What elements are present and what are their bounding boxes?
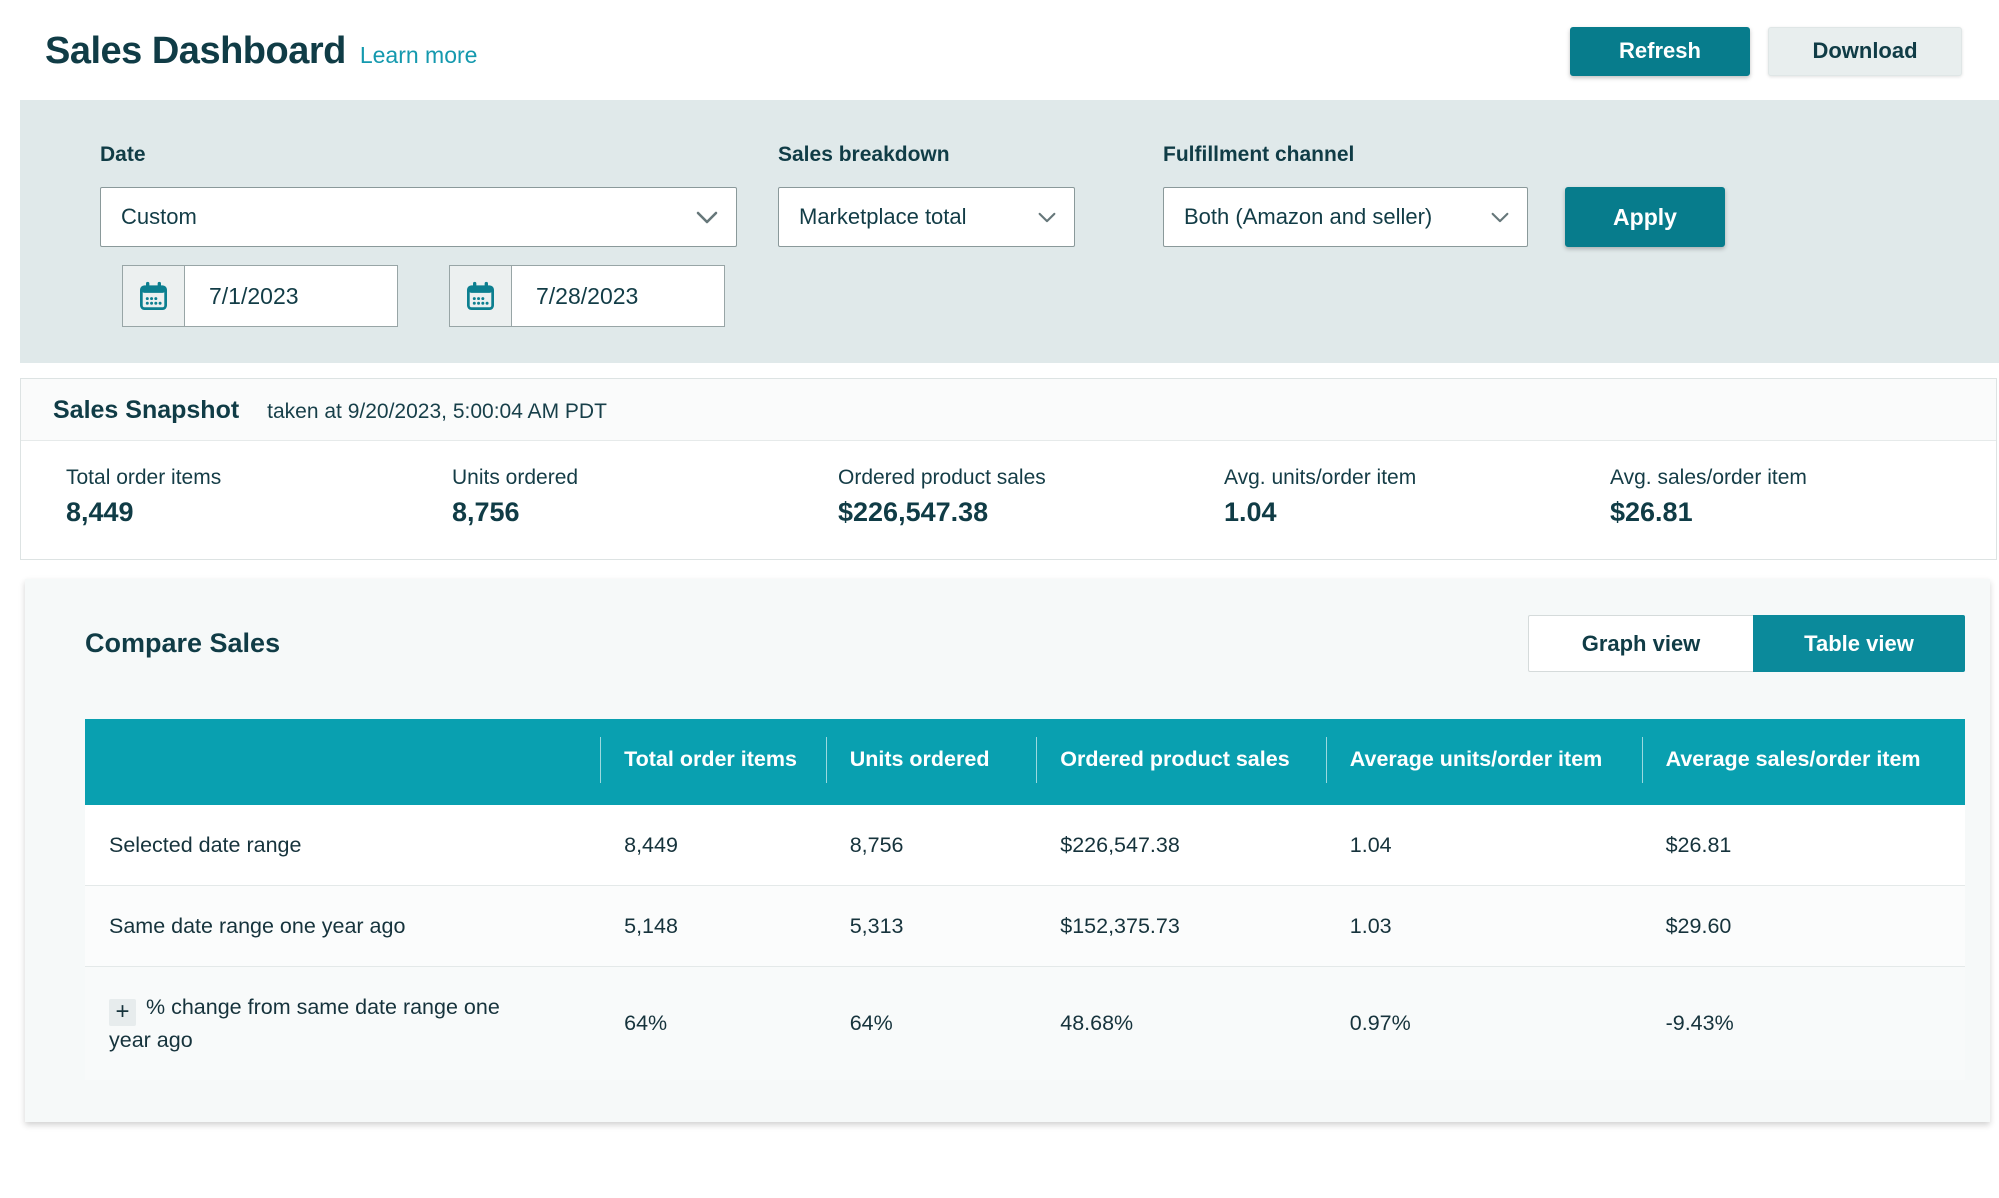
cell-average-units-order-item: 1.03 xyxy=(1326,886,1642,967)
end-date-calendar-button[interactable] xyxy=(450,266,512,326)
column-header-empty xyxy=(85,719,600,805)
table-row-same-date-range-one-year-ago: Same date range one year ago 5,148 5,313… xyxy=(85,886,1965,967)
start-date-calendar-button[interactable] xyxy=(123,266,185,326)
header-actions: Refresh Download xyxy=(1570,27,1962,76)
apply-button[interactable]: Apply xyxy=(1565,187,1725,247)
stat-label: Total order items xyxy=(66,466,452,490)
cell-average-sales-order-item-change: -9.43% xyxy=(1642,967,1965,1080)
sales-dashboard-page: Sales Dashboard Learn more Refresh Downl… xyxy=(0,0,1999,1122)
stat-label: Units ordered xyxy=(452,466,838,490)
end-date-group xyxy=(449,265,725,327)
calendar-icon xyxy=(465,281,496,312)
stat-value: 1.04 xyxy=(1224,497,1610,528)
row-label: Selected date range xyxy=(85,805,600,886)
filter-panel: Date Custom xyxy=(20,100,1999,363)
refresh-button[interactable]: Refresh xyxy=(1570,27,1750,76)
expand-row-button[interactable]: + xyxy=(109,999,136,1026)
column-header-ordered-product-sales: Ordered product sales xyxy=(1036,719,1326,805)
compare-sales-header: Compare Sales Graph view Table view xyxy=(85,615,1965,672)
graph-view-button[interactable]: Graph view xyxy=(1528,615,1753,672)
stat-value: 8,449 xyxy=(66,497,452,528)
sales-breakdown-selected-value: Marketplace total xyxy=(799,204,967,230)
table-header: Total order items Units ordered Ordered … xyxy=(85,719,1965,805)
cell-average-sales-order-item: $29.60 xyxy=(1642,886,1965,967)
stat-value: $26.81 xyxy=(1610,497,1996,528)
chevron-down-icon xyxy=(1491,212,1509,223)
cell-ordered-product-sales: $152,375.73 xyxy=(1036,886,1326,967)
stat-value: $226,547.38 xyxy=(838,497,1224,528)
sales-snapshot-section: Sales Snapshot taken at 9/20/2023, 5:00:… xyxy=(20,378,1997,560)
row-label: Same date range one year ago xyxy=(85,886,600,967)
stat-value: 8,756 xyxy=(452,497,838,528)
column-header-average-units-order-item: Average units/order item xyxy=(1326,719,1642,805)
calendar-icon xyxy=(138,281,169,312)
snapshot-stats: Total order items 8,449 Units ordered 8,… xyxy=(21,441,1996,559)
cell-total-order-items-change: 64% xyxy=(600,967,826,1080)
column-header-average-sales-order-item: Average sales/order item xyxy=(1642,719,1965,805)
table-row-selected-date-range: Selected date range 8,449 8,756 $226,547… xyxy=(85,805,1965,886)
column-header-units-ordered: Units ordered xyxy=(826,719,1037,805)
fulfillment-channel-select[interactable]: Both (Amazon and seller) xyxy=(1163,187,1528,247)
column-header-total-order-items: Total order items xyxy=(600,719,826,805)
date-range-selected-value: Custom xyxy=(121,204,197,230)
page-header: Sales Dashboard Learn more Refresh Downl… xyxy=(0,0,1999,100)
cell-units-ordered-change: 64% xyxy=(826,967,1037,1080)
cell-units-ordered: 5,313 xyxy=(826,886,1037,967)
view-toggle: Graph view Table view xyxy=(1528,615,1965,672)
snapshot-title: Sales Snapshot xyxy=(53,396,239,425)
end-date-input[interactable] xyxy=(512,266,724,326)
learn-more-link[interactable]: Learn more xyxy=(360,42,478,69)
compare-sales-panel: Compare Sales Graph view Table view Tota… xyxy=(25,579,1990,1122)
start-date-input[interactable] xyxy=(185,266,397,326)
snapshot-timestamp: taken at 9/20/2023, 5:00:04 AM PDT xyxy=(267,400,607,424)
table-row-percent-change: +% change from same date range one year … xyxy=(85,967,1965,1080)
stat-total-order-items: Total order items 8,449 xyxy=(66,466,452,528)
compare-sales-title: Compare Sales xyxy=(85,628,280,659)
stat-label: Avg. sales/order item xyxy=(1610,466,1996,490)
cell-ordered-product-sales-change: 48.68% xyxy=(1036,967,1326,1080)
stat-label: Avg. units/order item xyxy=(1224,466,1610,490)
sales-breakdown-group: Sales breakdown Marketplace total xyxy=(778,143,1075,247)
fulfillment-channel-label: Fulfillment channel xyxy=(1163,143,1528,171)
page-title: Sales Dashboard xyxy=(45,30,346,73)
compare-sales-table: Total order items Units ordered Ordered … xyxy=(85,719,1965,1080)
date-filter-group: Date Custom xyxy=(100,143,737,327)
chevron-down-icon xyxy=(1038,212,1056,223)
date-filter-label: Date xyxy=(100,143,737,171)
cell-average-units-order-item-change: 0.97% xyxy=(1326,967,1642,1080)
fulfillment-channel-group: Fulfillment channel Both (Amazon and sel… xyxy=(1163,143,1528,247)
sales-breakdown-select[interactable]: Marketplace total xyxy=(778,187,1075,247)
stat-units-ordered: Units ordered 8,756 xyxy=(452,466,838,528)
stat-avg-units-per-order-item: Avg. units/order item 1.04 xyxy=(1224,466,1610,528)
cell-total-order-items: 8,449 xyxy=(600,805,826,886)
start-date-group xyxy=(122,265,398,327)
fulfillment-channel-selected-value: Both (Amazon and seller) xyxy=(1184,204,1432,230)
date-range-select[interactable]: Custom xyxy=(100,187,737,247)
cell-total-order-items: 5,148 xyxy=(600,886,826,967)
cell-average-sales-order-item: $26.81 xyxy=(1642,805,1965,886)
snapshot-header: Sales Snapshot taken at 9/20/2023, 5:00:… xyxy=(21,379,1996,441)
custom-date-range xyxy=(122,265,737,327)
table-view-button[interactable]: Table view xyxy=(1753,615,1965,672)
stat-ordered-product-sales: Ordered product sales $226,547.38 xyxy=(838,466,1224,528)
cell-ordered-product-sales: $226,547.38 xyxy=(1036,805,1326,886)
title-wrap: Sales Dashboard Learn more xyxy=(45,30,477,73)
chevron-down-icon xyxy=(696,211,718,224)
stat-label: Ordered product sales xyxy=(838,466,1224,490)
cell-average-units-order-item: 1.04 xyxy=(1326,805,1642,886)
row-label: +% change from same date range one year … xyxy=(85,967,600,1080)
stat-avg-sales-per-order-item: Avg. sales/order item $26.81 xyxy=(1610,466,1996,528)
percent-change-row-label: % change from same date range one year a… xyxy=(109,995,500,1052)
download-button[interactable]: Download xyxy=(1768,27,1962,76)
cell-units-ordered: 8,756 xyxy=(826,805,1037,886)
sales-breakdown-label: Sales breakdown xyxy=(778,143,1075,171)
